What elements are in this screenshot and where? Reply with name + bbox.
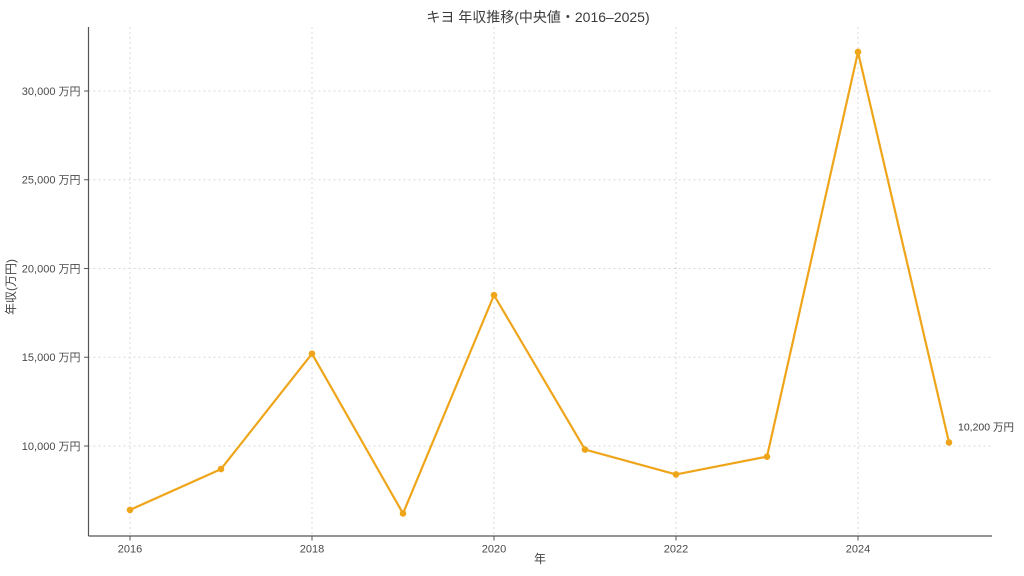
- x-tick-label: 2024: [846, 544, 870, 556]
- last-value-annotation: 10,200 万円: [958, 421, 1014, 433]
- y-tick-label: 10,000 万円: [22, 441, 81, 453]
- x-axis-label: 年: [534, 552, 546, 566]
- series-line: [128, 50, 951, 515]
- data-point-marker: [763, 453, 771, 460]
- data-point-marker: [581, 446, 589, 453]
- grid-layer: [88, 27, 992, 536]
- data-point-marker: [945, 439, 953, 446]
- series-layer: [126, 48, 953, 517]
- y-tick-label: 25,000 万円: [22, 175, 81, 187]
- x-tick-label: 2022: [664, 544, 688, 556]
- x-tick-label: 2016: [118, 544, 142, 556]
- y-tick-label: 20,000 万円: [22, 263, 81, 275]
- data-point-marker: [308, 350, 316, 358]
- data-point-marker: [854, 48, 862, 56]
- data-point-marker: [399, 510, 407, 517]
- y-axis-label: 年収(万円): [4, 259, 18, 315]
- y-tick-label: 15,000 万円: [22, 352, 81, 364]
- data-point-marker: [126, 506, 134, 514]
- y-tick-label: 30,000 万円: [22, 86, 81, 98]
- axes-layer: 2016 2018 2020 2022 2024 10,000 万円 15,000 万円 20…: [22, 27, 992, 556]
- data-point-marker: [217, 465, 225, 473]
- chart-title: キヨ 年収推移(中央値・2016–2025): [426, 9, 649, 25]
- data-point-marker: [672, 471, 680, 478]
- data-point-marker: [490, 291, 498, 299]
- x-tick-label: 2020: [482, 544, 506, 556]
- x-tick-label: 2018: [300, 544, 324, 556]
